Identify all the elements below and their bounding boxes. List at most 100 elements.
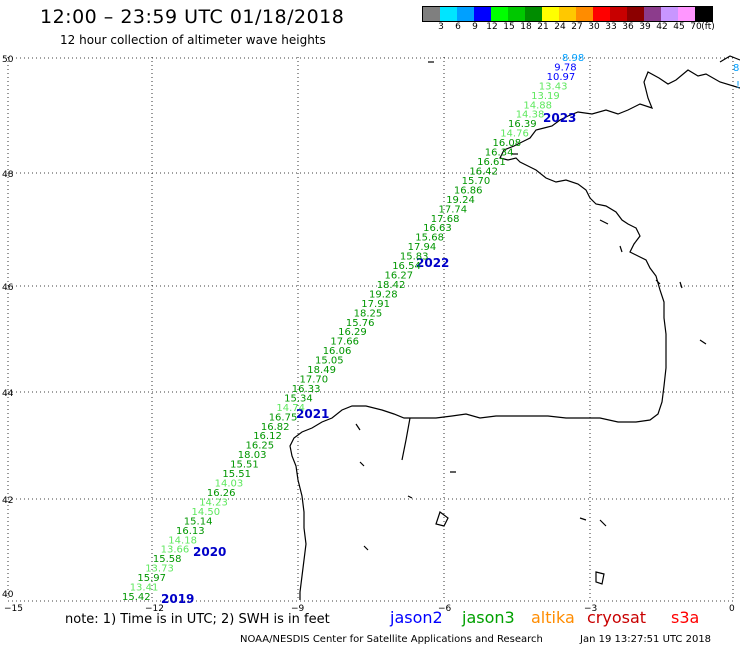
wave-height-label: 16.27 (385, 271, 414, 282)
legend-swatch (610, 7, 627, 21)
legend-labels: 3 6 9 12 15 18 21 24 27 30 33 36 39 42 4… (422, 22, 740, 34)
wave-height-label: 14.18 (168, 535, 197, 546)
lat-tick-label: 48 (2, 170, 14, 180)
wave-height-label: 13.43 (539, 81, 568, 92)
lon-tick-label: −12 (145, 604, 164, 614)
satellite-label-jason2: jason2 (390, 608, 443, 627)
legend-swatch (508, 7, 525, 21)
legend-swatch (576, 7, 593, 21)
credit-line: NOAA/NESDIS Center for Satellite Applica… (240, 634, 543, 645)
wave-height-label: 15.51 (222, 469, 251, 480)
lon-tick-label: −6 (438, 604, 452, 614)
wave-height-label: 9.78 (554, 63, 576, 74)
edge-fragments: 8 ! (733, 63, 740, 91)
wave-height-label: 14.50 (192, 507, 221, 518)
wave-height-label: 17.66 (330, 337, 359, 348)
legend-label: 21 (537, 22, 549, 32)
wave-height-label: 14.38 (516, 110, 545, 121)
map-subtitle: 12 hour collection of altimeter wave hei… (60, 33, 326, 47)
legend-swatch (525, 7, 542, 21)
legend-swatch (661, 7, 678, 21)
legend-swatch (423, 7, 440, 21)
track-time-label: 2023 (543, 111, 576, 125)
wave-height-label: 18.42 (377, 280, 406, 291)
lon-tick-label: −15 (4, 604, 23, 614)
legend-label: 15 (503, 22, 515, 32)
wave-height-label: 15.14 (184, 516, 213, 527)
wave-height-label: 13.41 (130, 583, 159, 594)
legend-label: 42 (656, 22, 668, 32)
satellite-label-s3a: s3a (671, 608, 700, 627)
wave-height-label: 16.13 (176, 526, 205, 537)
track-time-label: 2020 (193, 545, 226, 559)
wave-height-label: 14.88 (523, 100, 552, 111)
wave-height-label: 16.33 (292, 384, 321, 395)
wave-height-label: 16.82 (261, 422, 290, 433)
legend-unit: (ft) (701, 22, 715, 32)
wave-height-label: 15.83 (400, 252, 429, 263)
wave-height-label: 14.74 (276, 403, 305, 414)
legend-swatch (559, 7, 576, 21)
lat-lon-grid (7, 57, 734, 602)
legend-label: 30 (588, 22, 600, 32)
wave-height-label: 15.76 (346, 318, 375, 329)
wave-height-label: 16.26 (207, 488, 236, 499)
lat-tick-label: 46 (2, 283, 14, 293)
legend-swatch (474, 7, 491, 21)
wave-height-label: 17.94 (408, 242, 437, 253)
wave-height-label: 16.06 (323, 346, 352, 357)
wave-height-label: 18.03 (238, 450, 267, 461)
wave-height-label: 16.63 (423, 223, 452, 234)
wave-height-label: 17.74 (439, 204, 468, 215)
legend-swatch (695, 7, 712, 21)
wave-height-label: 13.66 (161, 545, 190, 556)
lat-tick-label: 44 (2, 389, 14, 399)
wave-height-labels: 8.989.7810.9713.4313.1914.8814.3816.3914… (122, 53, 584, 603)
wave-height-label: 15.58 (153, 554, 182, 565)
wave-height-label: 16.42 (469, 167, 498, 178)
coastline-inland-lines (355, 417, 607, 585)
lat-tick-label: 40 (2, 590, 14, 600)
wave-height-label: 19.24 (446, 195, 475, 206)
color-scale-legend (422, 6, 713, 22)
legend-label: 33 (605, 22, 617, 32)
wave-height-label: 16.12 (253, 431, 282, 442)
wave-height-label: 19.28 (369, 289, 398, 300)
wave-height-label: 16.54 (392, 261, 421, 272)
track-time-labels: 2023 2022 2021 2020 2019 (161, 111, 576, 606)
legend-label: 6 (455, 22, 461, 32)
track-time-label: 2022 (416, 256, 449, 270)
map-title: 12:00 – 23:59 UTC 01/18/2018 (40, 6, 345, 28)
coastline-biscay-rivers (599, 219, 707, 345)
wave-height-label: 16.25 (246, 441, 275, 452)
legend-swatch (644, 7, 661, 21)
legend-swatch (678, 7, 695, 21)
legend-label: 18 (520, 22, 532, 32)
wave-height-label: 16.08 (493, 138, 522, 149)
footer-note: note: 1) Time is in UTC; 2) SWH is in fe… (65, 612, 330, 627)
coastline-brittany-channel (289, 69, 740, 600)
track-time-label: 2021 (296, 407, 329, 421)
wave-height-label: 16.34 (485, 148, 514, 159)
legend-label: 24 (554, 22, 566, 32)
lat-tick-label: 50 (2, 55, 14, 65)
coastline (289, 55, 740, 600)
wave-height-label: 15.42 (122, 592, 151, 603)
wave-height-label: 15.51 (230, 460, 259, 471)
legend-swatch (627, 7, 644, 21)
wave-height-label: 8.98 (562, 53, 584, 64)
wave-height-label: 14.03 (215, 479, 244, 490)
lat-tick-label: 42 (2, 496, 13, 506)
generated-timestamp: Jan 19 13:27:51 UTC 2018 (580, 634, 712, 645)
track-time-label: 2019 (161, 592, 194, 606)
wave-height-label: 15.05 (315, 356, 344, 367)
satellite-label-cryosat: cryosat (587, 608, 647, 627)
edge-fragment: 8 (733, 63, 739, 74)
legend-label: 45 (673, 22, 685, 32)
legend-swatch (593, 7, 610, 21)
wave-height-label: 13.19 (531, 91, 560, 102)
edge-fragment: ! (736, 80, 740, 91)
wave-height-label: 16.75 (269, 412, 298, 423)
legend-swatch (491, 7, 508, 21)
legend-label: 3 (438, 22, 444, 32)
